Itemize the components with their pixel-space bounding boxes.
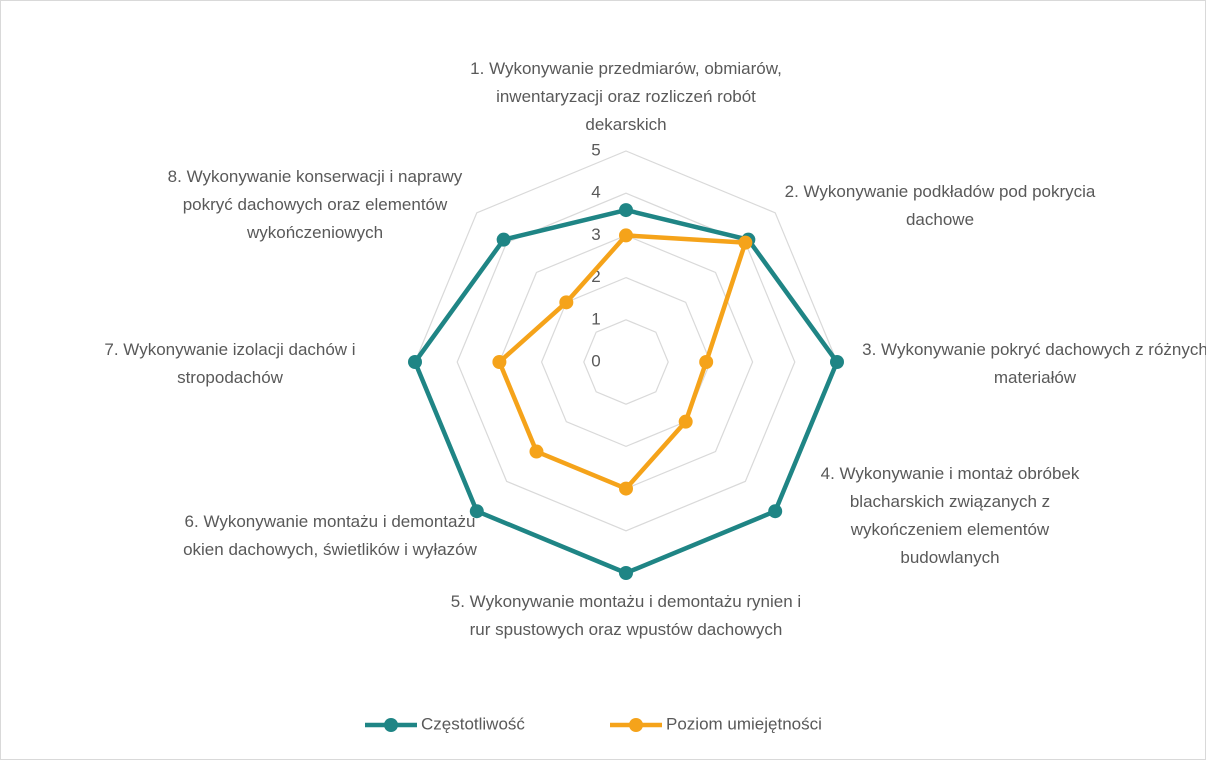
- legend-label: Poziom umiejętności: [666, 714, 822, 733]
- series-marker: [768, 504, 783, 519]
- category-label: 1. Wykonywanie przedmiarów, obmiarów, in…: [470, 59, 782, 134]
- series-marker: [678, 414, 693, 429]
- series-marker: [830, 355, 844, 369]
- series-marker: [738, 235, 753, 250]
- r-tick-label: 4: [591, 183, 600, 202]
- series-marker: [496, 232, 511, 247]
- series-marker: [619, 566, 633, 580]
- category-label: 3. Wykonywanie pokryć dachowych z różnyc…: [862, 340, 1206, 387]
- series-marker: [619, 203, 633, 218]
- series-marker: [529, 444, 544, 459]
- r-tick-label: 2: [591, 267, 600, 286]
- series-marker: [619, 228, 633, 243]
- legend-label: Częstotliwość: [421, 714, 525, 733]
- r-tick-label: 3: [591, 225, 600, 244]
- series-marker: [408, 355, 422, 369]
- grid-ring: [540, 276, 712, 448]
- r-tick-label: 5: [591, 140, 600, 159]
- legend-marker: [629, 718, 643, 732]
- category-label: 5. Wykonywanie montażu i demontażu rynie…: [450, 592, 802, 639]
- grid-ring: [583, 319, 669, 405]
- category-label: 7. Wykonywanie izolacji dachów i stropod…: [104, 340, 356, 387]
- r-tick-label: 1: [591, 309, 600, 328]
- category-label: 8. Wykonywanie konserwacji i naprawy pok…: [167, 167, 463, 242]
- series-marker: [559, 295, 574, 310]
- r-tick-label: 0: [591, 351, 600, 370]
- grid-ring: [456, 192, 796, 532]
- series-marker: [469, 504, 484, 519]
- category-label: 2. Wykonywanie podkładów pod pokrycia da…: [784, 182, 1096, 229]
- series-marker: [619, 481, 633, 496]
- category-label: 6. Wykonywanie montażu i demontażu okien…: [183, 512, 477, 559]
- series-marker: [699, 355, 714, 369]
- legend-marker: [384, 718, 398, 732]
- series-marker: [492, 355, 507, 369]
- category-label: 4. Wykonywanie i montaż obróbek blachars…: [820, 464, 1080, 567]
